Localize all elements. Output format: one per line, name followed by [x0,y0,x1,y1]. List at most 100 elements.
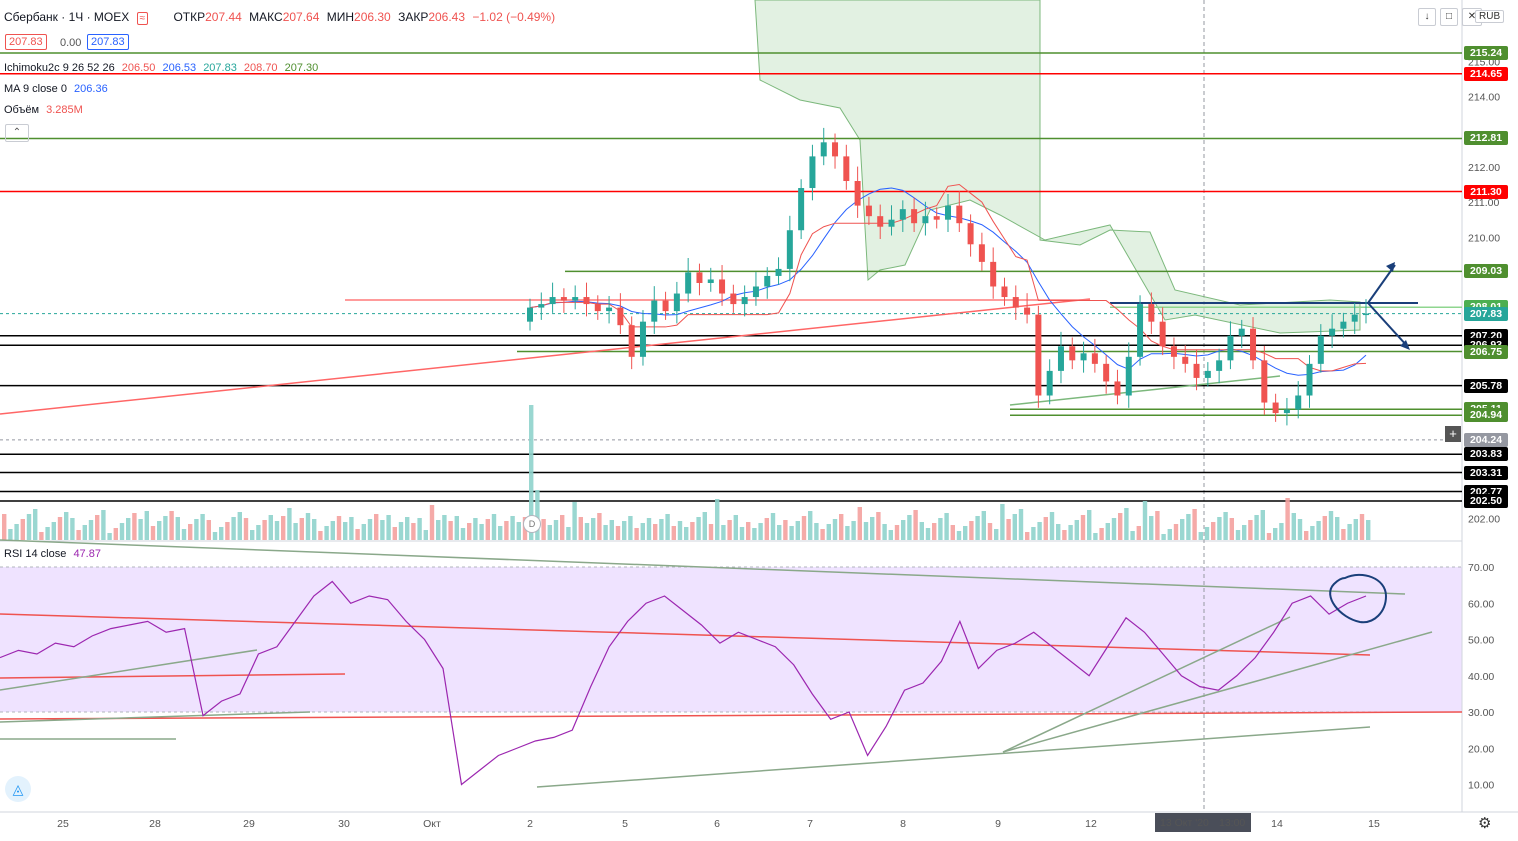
volume-bar [1130,531,1135,540]
symbol-title[interactable]: Сбербанк · 1Ч · MOEX [4,10,130,24]
rsi-trend-line-8[interactable] [536,726,1371,788]
time-tick-label: 2 [527,818,533,830]
price-level-tag[interactable]: 215.24 [1464,46,1508,60]
price-level-tag[interactable]: 204.24 [1464,432,1508,447]
price-level-tag[interactable]: 203.31 [1464,465,1508,480]
volume-bar [560,515,565,540]
volume-bar [628,516,633,540]
volume-bar [578,517,583,540]
volume-bar [808,511,813,540]
legend-volume[interactable]: Объём 3.285M [4,104,87,116]
dividend-marker-icon[interactable]: D [523,515,541,533]
rsi-axis[interactable]: 70.00 60.00 50.00 40.00 30.00 20.00 10.00 [1468,562,1494,792]
volume-bar [851,521,856,540]
rsi-trend-line-7[interactable] [0,711,311,723]
tradingview-logo-icon[interactable]: ◬ [5,776,31,802]
volume-bar [1006,519,1011,540]
ask-price[interactable]: 207.83 [87,34,129,50]
rsi-trend-line-3[interactable] [0,673,346,679]
volume-bar [181,529,187,540]
price-level-tag[interactable]: 209.03 [1464,264,1508,279]
arrow-up[interactable] [1367,264,1396,304]
candle-body [1057,346,1064,371]
close-value: 206.43 [428,10,466,24]
volume-bar [1049,512,1055,540]
candle-body [527,307,533,322]
maximize-icon[interactable]: □ [1440,8,1458,26]
candle-body [707,279,714,283]
main-pane[interactable] [0,0,1462,540]
rsi-trend-line-1[interactable] [0,539,1406,595]
price-level-tag[interactable]: 214.65 [1464,66,1508,81]
rsi-trend-line-4[interactable] [0,711,1463,720]
volume-bar [1248,520,1253,540]
trend-line-green[interactable] [1009,375,1281,406]
candle-body [786,230,793,269]
candle-body [1137,304,1144,357]
volume-bar [584,523,590,540]
volume-bar [287,508,292,540]
candle-body [617,307,624,326]
trend-line-red[interactable] [0,298,1091,415]
rsi-highlight-circle[interactable] [1329,573,1388,624]
currency-badge[interactable]: RUB [1475,10,1505,23]
candle-body [560,297,567,301]
arrow-down[interactable] [1367,302,1409,348]
price-level-tag[interactable]: 207.83 [1464,306,1508,321]
candle-body [1295,395,1302,410]
volume-bar [126,518,131,540]
price-level-tag[interactable]: 212.81 [1464,131,1508,146]
volume-bar [1260,510,1265,540]
price-level-tag[interactable]: 211.30 [1464,184,1508,199]
time-tick-label: Окт [423,818,441,830]
candle-body [1193,363,1200,378]
volume-bar [876,512,881,540]
candle-body [1035,314,1042,396]
candle-body [933,216,940,220]
rsi-trend-line-10[interactable] [1002,631,1433,753]
legend-ichimoku[interactable]: Ichimoku2c 9 26 52 26 206.50 206.53 207.… [4,62,322,74]
volume-bar [212,532,218,540]
price-level-tag[interactable]: 202.50 [1464,494,1508,508]
candle-type-icon[interactable]: ≈ [136,12,149,25]
volume-label: Объём [4,104,40,116]
volume-bar [653,524,658,540]
volume-bar [622,521,627,540]
bid-price[interactable]: 207.83 [5,34,47,50]
volume-bar [541,519,546,540]
volume-bar [448,521,453,540]
volume-bar [398,522,404,540]
rsi-trend-line-2[interactable] [0,613,1371,656]
volume-bar [820,529,825,540]
legend-ma[interactable]: MA 9 close 0 206.36 [4,83,112,95]
collapse-legend-icon[interactable]: ⌃ [5,124,29,142]
time-tick-label: 6 [714,818,720,830]
volume-bar [1186,514,1191,540]
price-level-tag[interactable]: 206.75 [1464,344,1508,359]
volume-bar [801,516,807,540]
candle-body [538,304,545,308]
arrow-down-icon[interactable]: ↓ [1418,8,1436,26]
volume-bars [2,405,1371,540]
volume-bar [324,526,329,540]
price-level-tag[interactable]: 204.94 [1464,408,1508,423]
volume-bar [163,516,168,540]
price-level-tag[interactable]: 203.83 [1464,447,1508,462]
volume-bar [1366,520,1371,540]
volume-bar [981,511,986,540]
add-price-line-icon[interactable]: + [1445,426,1461,442]
price-level-tag[interactable]: 205.78 [1464,378,1508,393]
volume-bar [361,524,366,540]
rsi-tick-label: 40.00 [1468,671,1494,683]
volume-bar [219,527,224,540]
candle-body [1114,381,1121,396]
volume-bar [646,518,652,540]
legend-rsi[interactable]: RSI 14 close 47.87 [4,548,105,560]
candle-body [764,275,771,287]
rsi-trend-line-5[interactable] [0,649,258,691]
gear-icon[interactable]: ⚙ [1478,815,1492,832]
rsi-trend-line-9[interactable] [1002,616,1291,753]
candle-body [685,272,692,294]
